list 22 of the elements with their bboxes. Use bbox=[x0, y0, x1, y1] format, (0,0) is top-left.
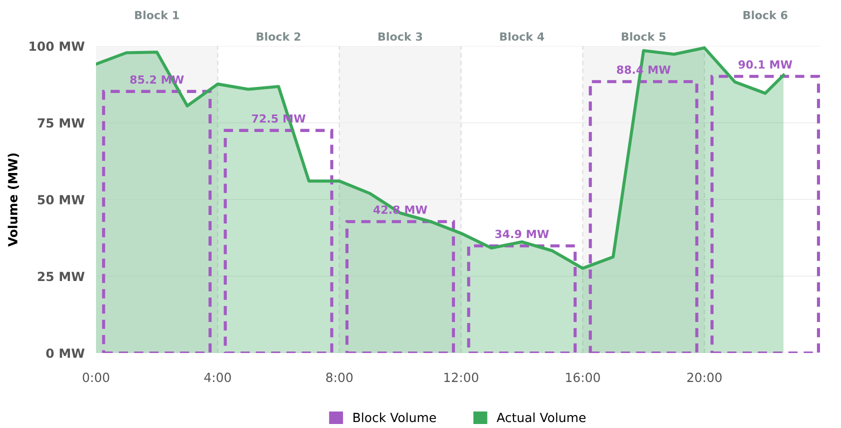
text: Block 3 bbox=[378, 32, 422, 41]
text: Block 6 bbox=[744, 10, 788, 20]
text: Block 1 bbox=[135, 10, 179, 20]
x-tick-label: 20:00 bbox=[687, 372, 722, 382]
y-tick-label: 0 MW bbox=[46, 348, 84, 358]
text: Block 2 bbox=[256, 32, 300, 41]
y-tick-label: 50 MW bbox=[38, 194, 84, 204]
text: Block 5 bbox=[622, 32, 666, 41]
y-axis-title: Volume (MW) bbox=[8, 153, 19, 247]
y-tick-label: 75 MW bbox=[38, 118, 84, 128]
data-label: 34.9 MW bbox=[495, 230, 549, 238]
legend-label: Actual Volume bbox=[496, 412, 586, 422]
x-tick-label: 8:00 bbox=[326, 372, 353, 382]
legend-label: Block Volume bbox=[354, 412, 436, 422]
y-tick-label: 100 MW bbox=[30, 41, 84, 51]
y-tick-label: 25 MW bbox=[38, 272, 84, 282]
x-tick-label: 4:00 bbox=[204, 372, 231, 382]
text: Block 4 bbox=[500, 32, 544, 41]
data-label: 90.1 MW bbox=[738, 60, 792, 69]
x-tick-label: 16:00 bbox=[566, 372, 600, 382]
x-tick-label: 0:00 bbox=[82, 372, 110, 382]
x-tick-label: 12:00 bbox=[444, 372, 478, 382]
